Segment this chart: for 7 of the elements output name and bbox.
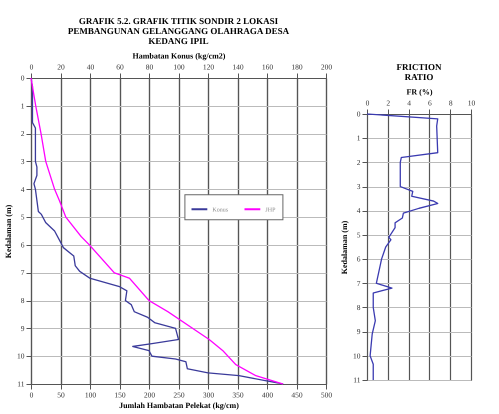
chart-title: GRAFIK 5.2. GRAFIK TITIK SONDIR 2 LOKASI PEMBANGUNAN GELANGGANG OLAHRAGA DESA KEDANG IPIL [68,16,290,46]
x-axis-title: FR (%) [406,88,433,96]
x2-axis-title: Hambatan Konus (kg/cm2) [132,52,226,60]
x-axis-title: Jumlah Hambatan Pelekat (kg/cm) [119,401,240,410]
y-axis-title: Kedalaman (m) [4,204,13,258]
y-axis-title: Kedalaman (m) [340,220,349,274]
chart-title: FRICTION RATIO [396,62,442,82]
